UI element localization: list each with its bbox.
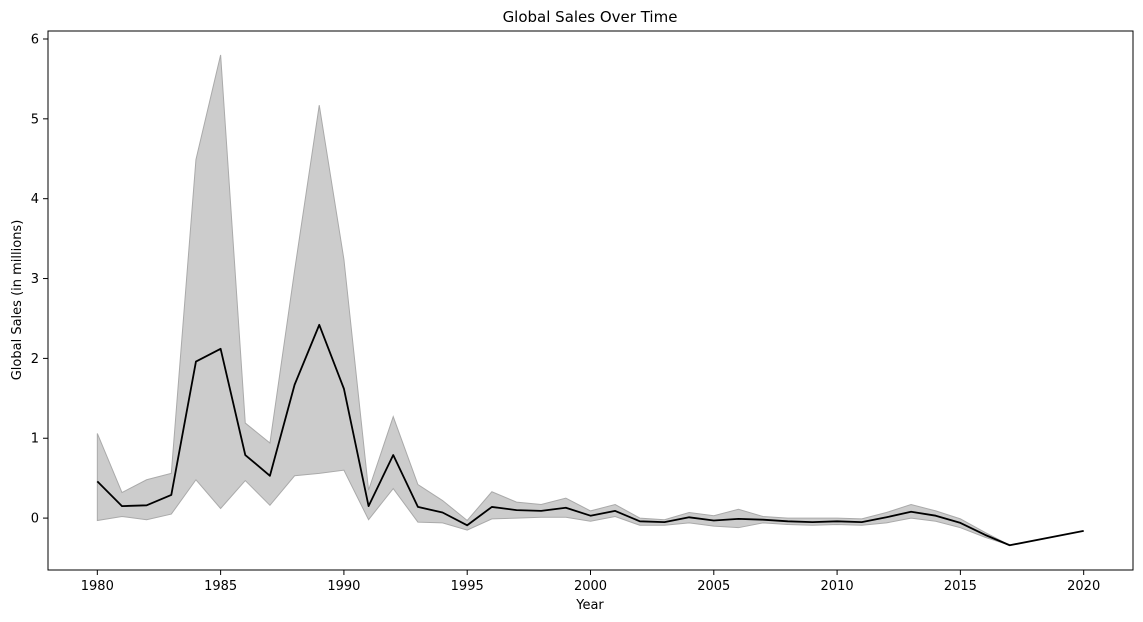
series-line-layer [96, 323, 1084, 547]
y-tick-label: 0 [31, 512, 39, 527]
x-axis-title: Year [575, 598, 604, 613]
y-tick-label: 4 [31, 192, 39, 207]
x-tick-label: 1995 [451, 579, 484, 594]
confidence-band [96, 54, 1084, 546]
x-axis: 1980 1985 1990 1995 2000 2005 2010 2015 2020 [81, 570, 1100, 594]
y-tick-label: 3 [31, 272, 39, 287]
x-tick-label: 2010 [821, 579, 854, 594]
x-tick-label: 1990 [327, 579, 360, 594]
series-line [96, 323, 1084, 547]
y-axis: 0 1 2 3 4 5 6 [31, 32, 48, 527]
y-tick-label: 6 [31, 32, 39, 47]
y-tick-label: 2 [31, 352, 39, 367]
x-tick-label: 2000 [574, 579, 607, 594]
x-tick-label: 1980 [81, 579, 114, 594]
confidence-band-layer [96, 54, 1084, 546]
y-axis-title: Global Sales (in millions) [10, 220, 25, 381]
y-tick-label: 5 [31, 112, 39, 127]
chart-title: Global Sales Over Time [503, 8, 678, 26]
x-tick-label: 2005 [697, 579, 730, 594]
x-tick-label: 1985 [204, 579, 237, 594]
x-tick-label: 2015 [944, 579, 977, 594]
y-tick-label: 1 [31, 432, 39, 447]
x-tick-label: 2020 [1067, 579, 1100, 594]
